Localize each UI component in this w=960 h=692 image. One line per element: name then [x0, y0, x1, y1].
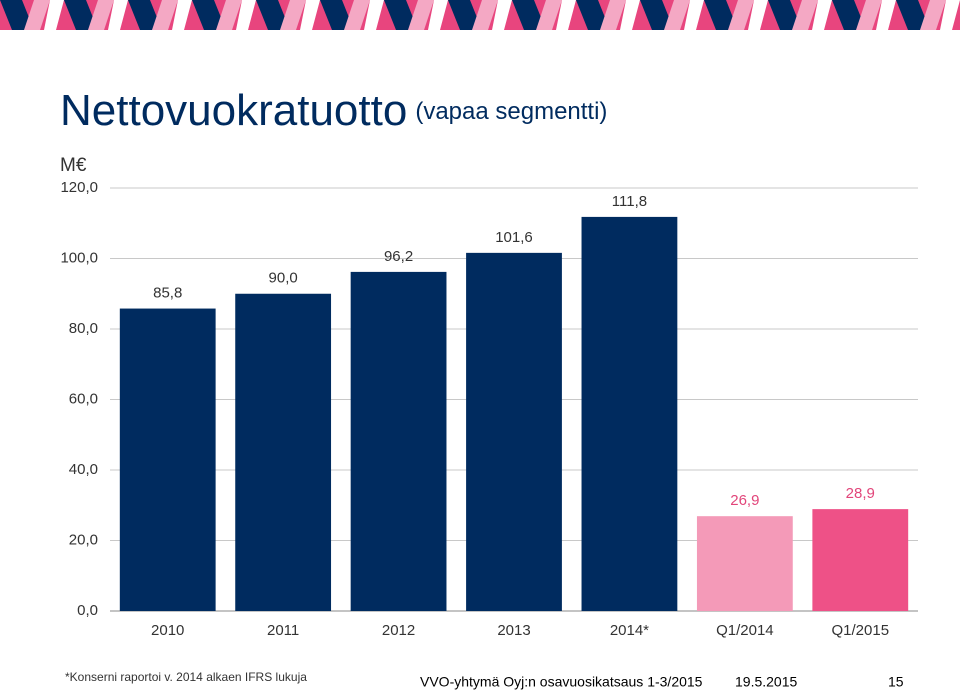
x-tick-label: 2014*	[610, 622, 649, 639]
x-tick-label: 2010	[151, 622, 184, 639]
y-label: M€	[60, 155, 87, 176]
value-label: 111,8	[612, 193, 647, 210]
value-label: 90,0	[269, 270, 298, 287]
bar	[581, 216, 678, 611]
footnote: *Konserni raportoi v. 2014 alkaen IFRS l…	[65, 670, 307, 684]
value-label: 26,9	[730, 492, 759, 509]
footer-text: VVO-yhtymä Oyj:n osavuosikatsaus 1-3/201…	[420, 674, 703, 690]
value-label: 85,8	[153, 285, 182, 302]
x-tick-label: 2011	[267, 622, 299, 639]
x-tick-label: Q1/2014	[716, 622, 774, 639]
value-label: 96,2	[384, 248, 413, 265]
y-tick-label: 40,0	[69, 461, 98, 478]
bar	[119, 308, 216, 611]
y-tick-label: 120,0	[60, 179, 98, 196]
y-tick-label: 100,0	[60, 249, 98, 266]
bar	[235, 293, 332, 611]
value-label: 28,9	[846, 485, 875, 502]
value-label: 101,6	[495, 229, 533, 246]
bar	[696, 516, 793, 611]
title: Nettovuokratuotto (vapaa segmentti)	[60, 86, 607, 135]
x-tick-label: 2012	[382, 622, 415, 639]
y-tick-label: 20,0	[69, 531, 98, 548]
bar	[466, 252, 562, 612]
footer-date: 19.5.2015	[735, 674, 797, 690]
x-tick-label: Q1/2015	[832, 622, 890, 639]
plot: 0,0 20,0 40,0 60,0 80,0 100,0 120,0 2010 85,8 201…	[60, 179, 918, 639]
banner	[0, 0, 960, 30]
y-tick-label: 80,0	[69, 320, 98, 337]
bar	[350, 271, 447, 611]
y-tick-label: 60,0	[69, 390, 98, 407]
x-tick-label: 2013	[497, 622, 530, 639]
bar	[812, 509, 909, 611]
page-number: 15	[888, 674, 904, 690]
y-tick-label: 0,0	[77, 602, 98, 619]
